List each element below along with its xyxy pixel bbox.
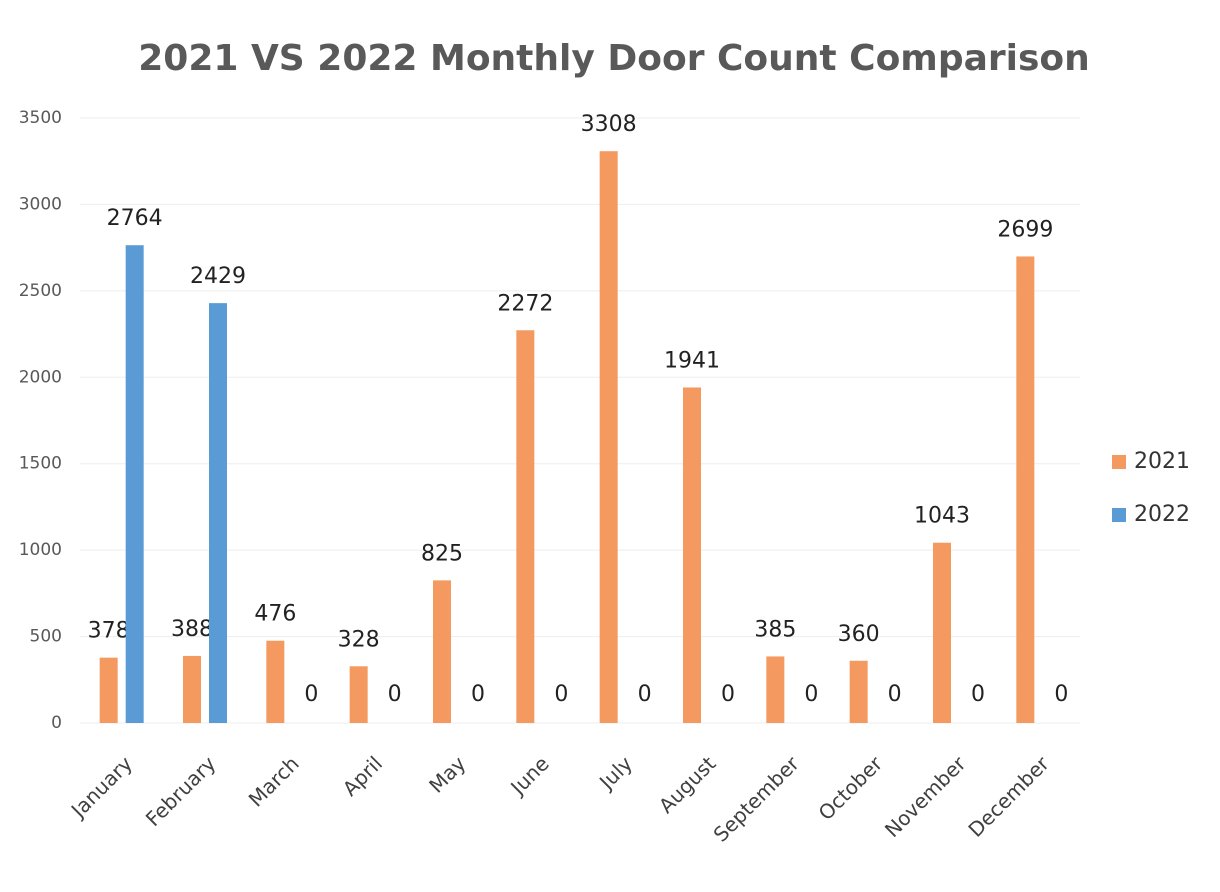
x-tick-label: April xyxy=(338,751,387,800)
data-label: 0 xyxy=(388,682,402,707)
bar xyxy=(349,666,368,723)
data-label: 2272 xyxy=(497,291,553,316)
bar xyxy=(766,656,785,723)
bar xyxy=(209,303,227,723)
data-label: 0 xyxy=(1054,682,1068,707)
data-label: 3308 xyxy=(581,112,637,137)
x-tick-label: May xyxy=(424,751,470,797)
bar xyxy=(849,660,868,723)
y-tick-label: 1500 xyxy=(19,454,62,474)
x-tick-label: January xyxy=(65,751,137,823)
data-label: 360 xyxy=(838,622,880,647)
x-tick-label: December xyxy=(963,751,1054,842)
y-tick-label: 3500 xyxy=(19,108,62,128)
bar xyxy=(1016,256,1035,723)
data-label: 0 xyxy=(304,682,318,707)
legend-swatch xyxy=(1112,508,1126,522)
data-label: 0 xyxy=(638,682,652,707)
legend-label: 2021 xyxy=(1134,449,1190,474)
x-tick-label: July xyxy=(593,751,637,795)
legend-swatch xyxy=(1112,455,1126,469)
y-tick-label: 500 xyxy=(30,627,62,647)
data-label: 476 xyxy=(254,602,296,627)
x-tick-label: March xyxy=(244,751,304,811)
y-tick-label: 2000 xyxy=(19,367,62,387)
bar xyxy=(433,580,451,723)
x-tick-label: June xyxy=(505,751,554,800)
x-tick-label: September xyxy=(709,751,805,847)
data-label: 1043 xyxy=(914,504,970,529)
bar xyxy=(516,330,535,723)
y-tick-label: 2500 xyxy=(19,281,62,301)
y-tick-label: 0 xyxy=(51,713,62,733)
data-label: 0 xyxy=(721,682,735,707)
data-label: 2699 xyxy=(997,217,1053,242)
data-label: 378 xyxy=(88,619,130,644)
bar xyxy=(599,151,618,723)
data-label: 0 xyxy=(888,682,902,707)
y-tick-label: 1000 xyxy=(19,540,62,560)
x-tick-label: October xyxy=(814,751,888,825)
bar xyxy=(99,657,118,723)
legend-label: 2022 xyxy=(1134,502,1190,527)
data-label: 388 xyxy=(171,617,213,642)
data-label: 0 xyxy=(971,682,985,707)
x-tick-label: February xyxy=(141,751,221,831)
data-label: 2764 xyxy=(107,206,163,231)
data-label: 0 xyxy=(804,682,818,707)
data-label: 1941 xyxy=(664,348,720,373)
bar xyxy=(125,245,144,724)
data-label: 0 xyxy=(471,682,485,707)
bar xyxy=(933,542,951,723)
bar xyxy=(683,387,701,723)
x-tick-label: November xyxy=(880,751,971,842)
data-label: 328 xyxy=(338,627,380,652)
data-label: 385 xyxy=(754,617,796,642)
data-label: 0 xyxy=(554,682,568,707)
x-tick-label: August xyxy=(654,751,721,818)
y-tick-label: 3000 xyxy=(19,194,62,214)
data-label: 825 xyxy=(421,541,463,566)
data-label: 2429 xyxy=(190,264,246,289)
bar xyxy=(183,655,201,723)
chart-title: 2021 VS 2022 Monthly Door Count Comparis… xyxy=(138,38,1090,79)
bar xyxy=(266,640,285,723)
